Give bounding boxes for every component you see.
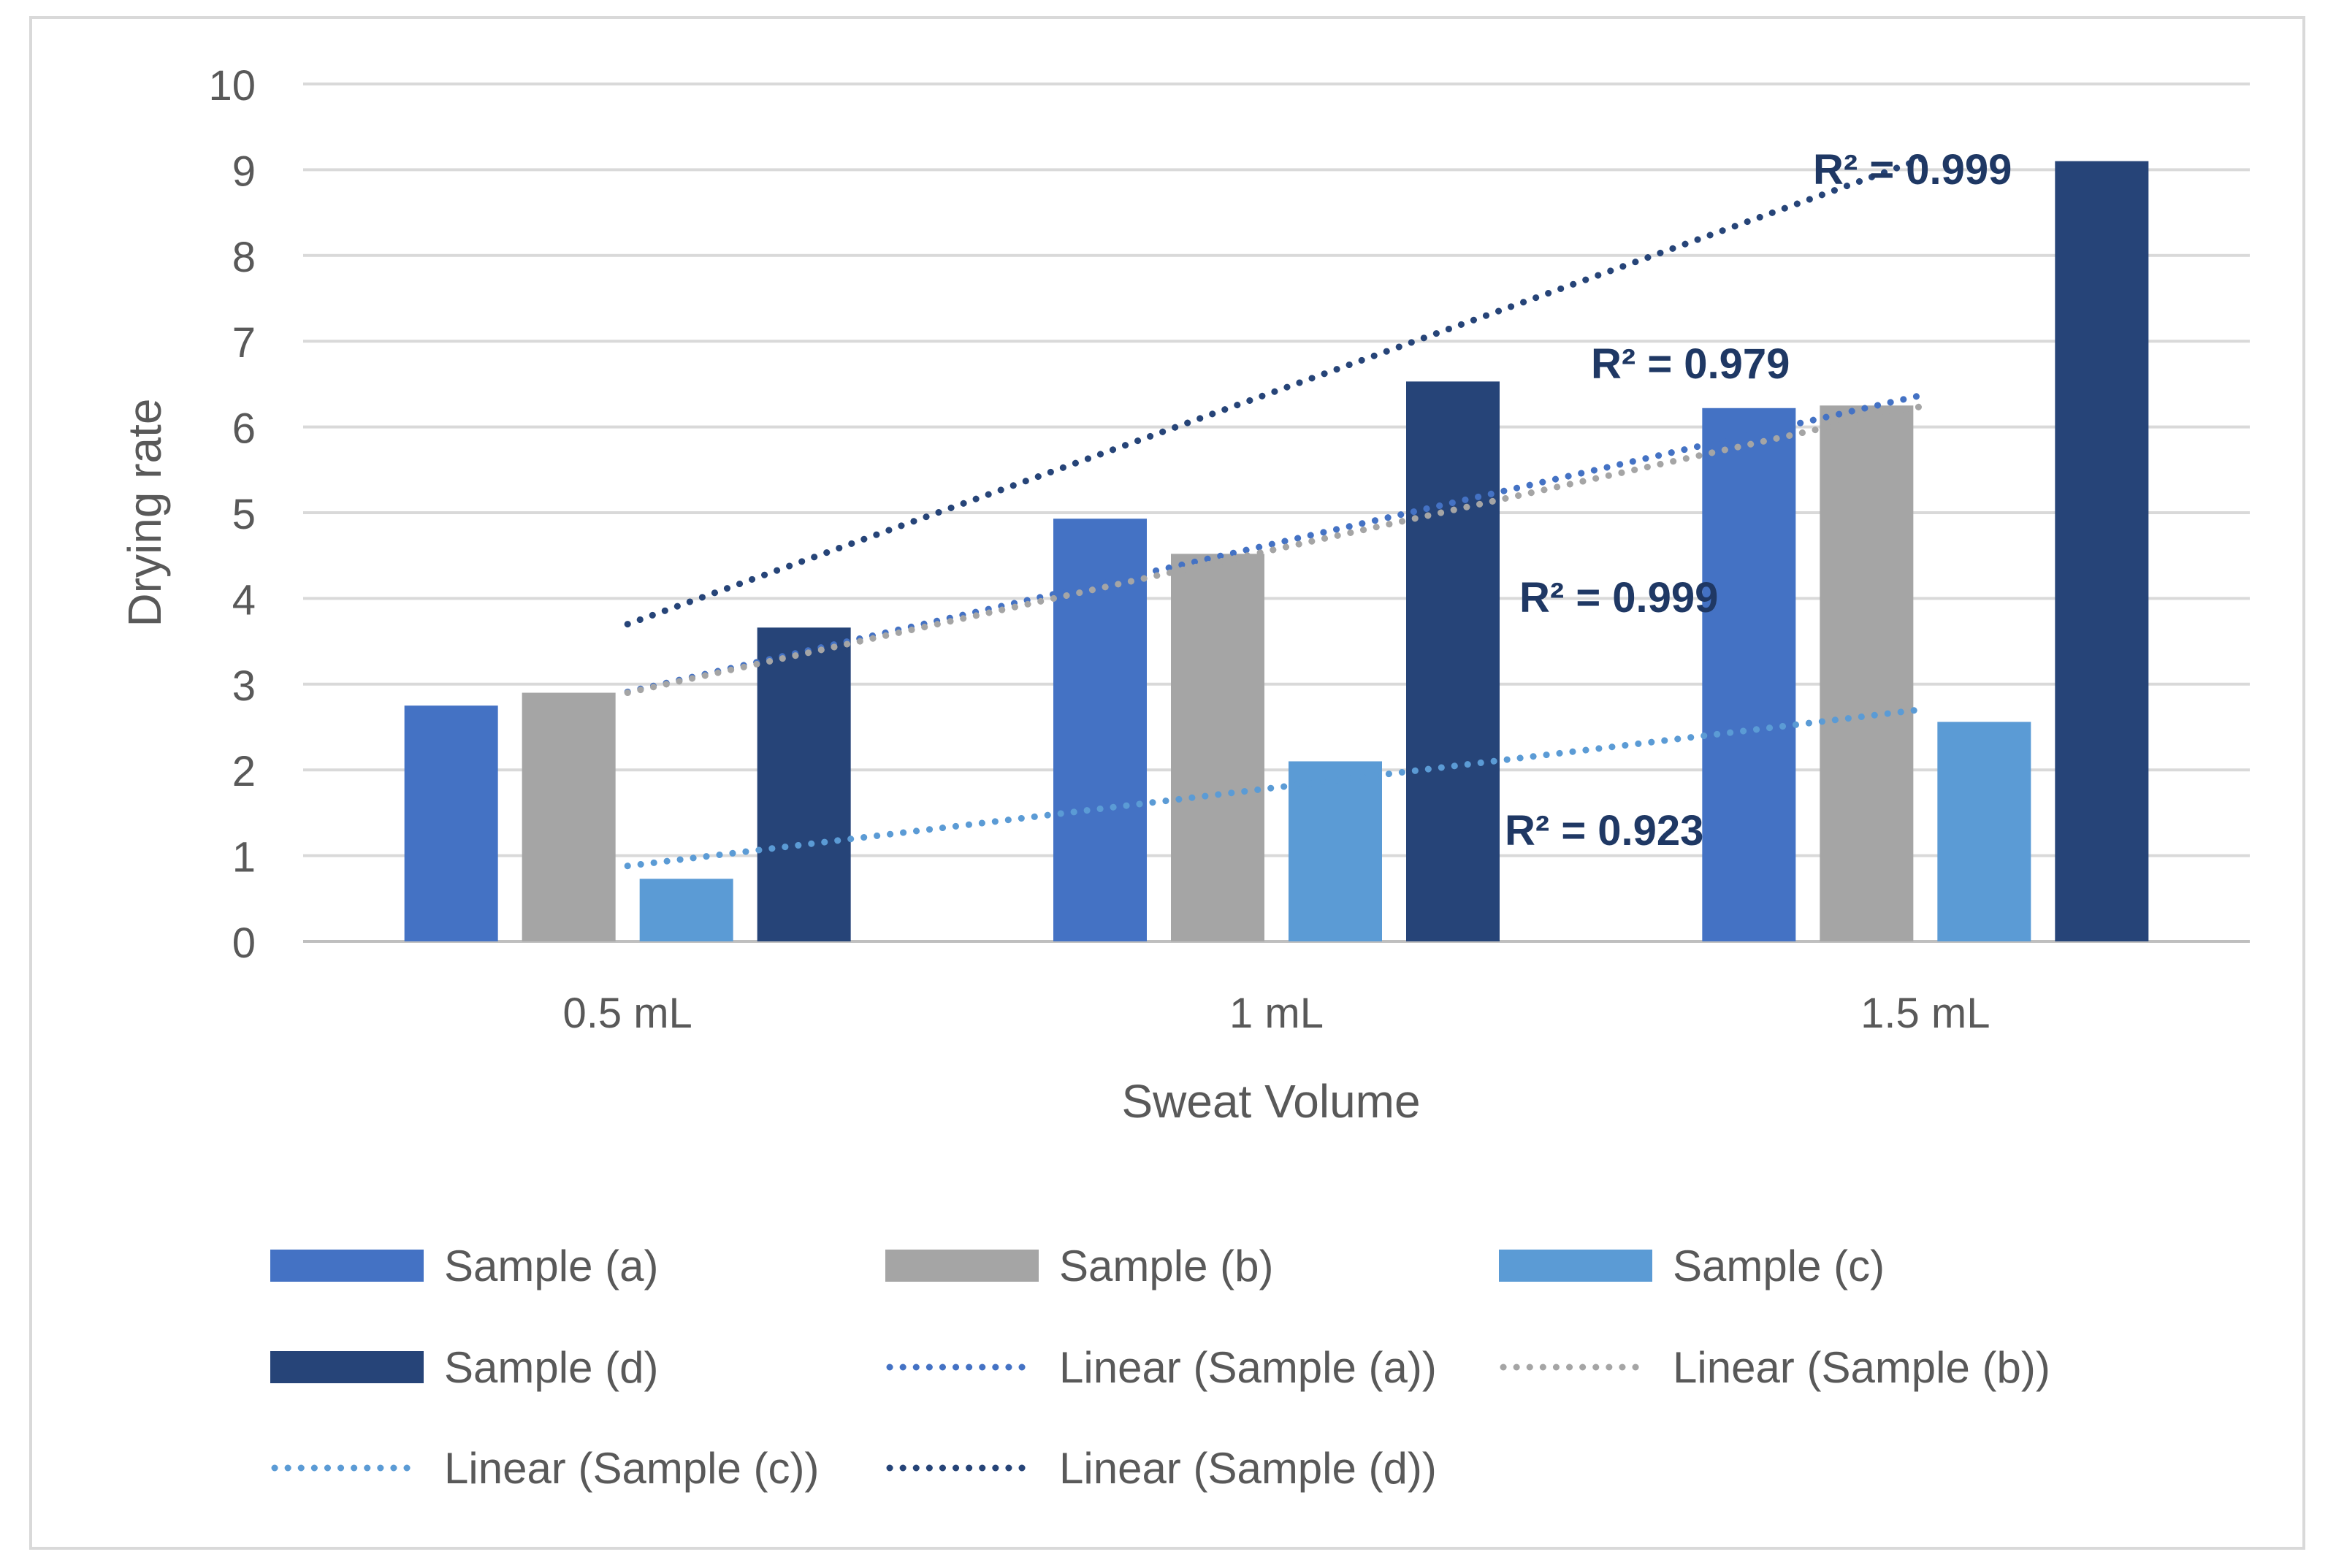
bar-samplec [1289, 761, 1382, 941]
legend-swatch [270, 1250, 424, 1282]
legend-label: Sample (d) [444, 1343, 658, 1392]
bar-samplea [1053, 519, 1147, 941]
bar-sampleb [1820, 405, 1914, 941]
y-tick-label: 2 [232, 748, 256, 795]
y-tick-label: 9 [232, 148, 256, 195]
legend-label: Sample (c) [1673, 1242, 1885, 1290]
x-tick-label: 1 mL [1229, 990, 1324, 1037]
bar-sampleb [1171, 554, 1264, 941]
trendline-sampled [624, 154, 1929, 628]
y-tick-label: 8 [232, 234, 256, 281]
bar-samplec [1937, 722, 2031, 941]
legend-label: Sample (a) [444, 1242, 658, 1290]
labels-layer: 0 1 2 3 4 5 6 7 8 9 10 0.5 mL 1 mL 1.5 mL R² = 0.979 R²… [208, 62, 2012, 1037]
y-tick-label: 7 [232, 319, 256, 367]
bar-samplec [639, 879, 733, 941]
bar-sampled [757, 627, 851, 941]
r2-label: R² = 0.923 [1505, 807, 1703, 854]
legend-swatch [1499, 1250, 1652, 1282]
legend-label: Sample (b) [1059, 1242, 1273, 1290]
grid-layer [303, 83, 2250, 943]
legend-label: Linear (Sample (b)) [1673, 1343, 2050, 1392]
legend: Sample (a) Sample (b) Sample (c) Sample (d)… [270, 1242, 2050, 1493]
bar-sampled [1406, 381, 1500, 941]
trend-layer [624, 154, 1929, 870]
bars-layer [404, 161, 2149, 941]
r2-label: R² = 0.999 [1813, 146, 2012, 194]
legend-label: Linear (Sample (d)) [1059, 1444, 1437, 1493]
legend-label: Linear (Sample (a)) [1059, 1343, 1437, 1392]
y-tick-label: 6 [232, 405, 256, 453]
y-tick-label: 0 [232, 919, 256, 967]
y-tick-label: 4 [232, 576, 256, 624]
bar-samplea [1702, 408, 1796, 941]
y-tick-label: 3 [232, 662, 256, 710]
r2-label: R² = 0.979 [1591, 340, 1790, 388]
y-tick-label: 1 [232, 834, 256, 881]
bar-samplea [404, 705, 498, 941]
bar-sampled [2055, 161, 2149, 941]
y-tick-label: 10 [208, 62, 256, 110]
legend-swatch [885, 1250, 1039, 1282]
x-axis-title: Sweat Volume [1121, 1075, 1420, 1128]
r2-label: R² = 0.999 [1519, 574, 1718, 622]
legend-swatch [270, 1351, 424, 1383]
bar-sampleb [522, 692, 616, 941]
x-tick-label: 0.5 mL [563, 990, 692, 1037]
y-axis-title: Drying rate [118, 399, 171, 627]
legend-label: Linear (Sample (c)) [444, 1444, 820, 1493]
y-tick-label: 5 [232, 491, 256, 538]
trendline-sampleb [624, 402, 1929, 697]
trendline-samplea [624, 391, 1929, 695]
x-tick-label: 1.5 mL [1860, 990, 1990, 1037]
